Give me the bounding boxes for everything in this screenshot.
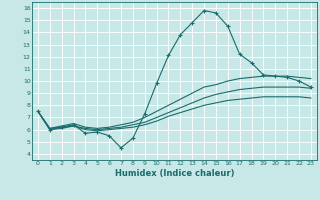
X-axis label: Humidex (Indice chaleur): Humidex (Indice chaleur) xyxy=(115,169,234,178)
